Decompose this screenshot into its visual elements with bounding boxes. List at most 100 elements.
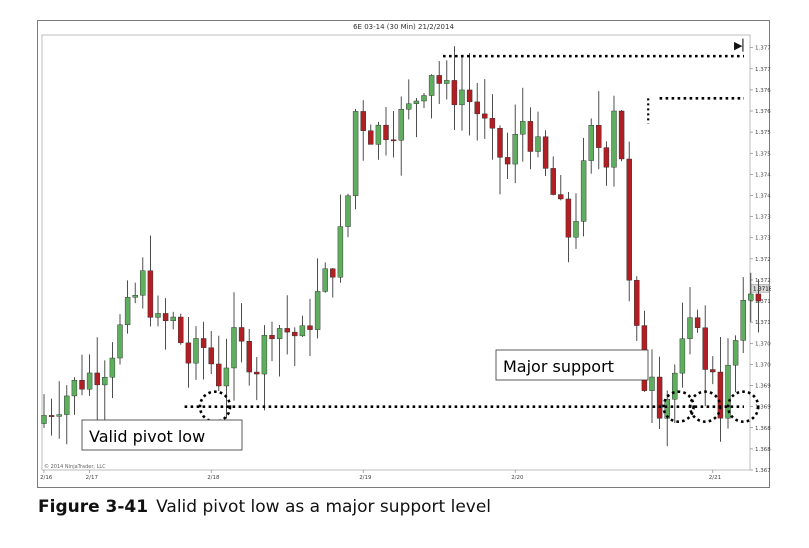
candle-body (64, 395, 70, 415)
candle-body (48, 415, 55, 417)
candle-body (162, 313, 169, 322)
candle-body (383, 124, 389, 140)
candle-body (246, 341, 252, 373)
candle-body (649, 376, 655, 391)
price-tick-label: 1.3695 (755, 384, 771, 390)
date-tick-label: 2/17 (86, 475, 99, 481)
price-tick-label: 1.3740 (755, 193, 771, 199)
price-tick-label: 1.3710 (755, 320, 771, 326)
candle-body (398, 109, 404, 141)
candle-body (634, 280, 640, 326)
chart-frame: 6E 03-14 (30 Min) 21/2/2014 1.3775 1.3770… (37, 20, 771, 488)
candle-body (322, 268, 328, 292)
candle-body (421, 95, 427, 102)
candle-body (558, 194, 564, 200)
candle-body (390, 139, 397, 142)
candle-body (41, 415, 47, 424)
candle-body (512, 134, 518, 165)
candle-body (124, 297, 131, 326)
candle-body (755, 293, 762, 302)
price-tick-label: 1.3745 (755, 172, 771, 178)
candle-body (550, 168, 556, 195)
candle-body (276, 328, 283, 340)
candle-body (345, 195, 351, 227)
candle-body (535, 136, 541, 152)
candle-body (102, 377, 108, 386)
pivot-circle (662, 390, 695, 423)
chart-title: 6E 03-14 (30 Min) 21/2/2014 (353, 23, 454, 31)
candle-body (117, 324, 123, 359)
pivot-circle (688, 390, 722, 423)
major-support-label: Major support (503, 357, 614, 376)
candle-body (565, 198, 572, 238)
candle-body (147, 270, 154, 318)
candle-body (155, 313, 161, 318)
candle-body (717, 371, 724, 419)
pivot-circle (726, 390, 760, 423)
candle-body (193, 338, 199, 364)
candle-body (656, 376, 663, 419)
candle-body (307, 325, 313, 330)
price-tick-label: 1.3760 (755, 109, 771, 115)
candle-body (444, 80, 450, 84)
candle-body (702, 327, 708, 370)
price-tick-label: 1.3675 (755, 468, 771, 474)
candle-body (679, 338, 686, 374)
candle-body (223, 367, 230, 387)
price-tick-label: 1.3725 (755, 257, 771, 263)
date-tick-label: 2/19 (359, 475, 372, 481)
price-tick-label: 1.3680 (755, 447, 771, 453)
price-tick-label: 1.3715 (755, 299, 771, 305)
copyright-label: © 2014 NinjaTrader, LLC (44, 463, 106, 470)
candle-body (672, 372, 678, 400)
price-tick-label: 1.3730 (755, 236, 771, 242)
candle-body (748, 293, 754, 301)
figure-label: Figure 3-41 (38, 497, 149, 517)
valid-pivot-low-label: Valid pivot low (89, 427, 205, 446)
price-tick-label: 1.3705 (755, 341, 771, 347)
candle-body (261, 335, 268, 375)
candle-body (520, 121, 526, 135)
candle-body (71, 380, 78, 397)
candle-body (330, 268, 336, 278)
candle-body (687, 317, 693, 339)
candle-body (588, 125, 594, 161)
price-tick-label: 1.3770 (755, 67, 771, 73)
candlestick-chart: 1.3775 1.3770 1.3765 1.3760 1.3755 1.3750 1.37… (40, 34, 771, 481)
candle-body (86, 372, 93, 390)
candle-body (254, 371, 260, 375)
candle-body (292, 331, 298, 337)
candle-body (436, 75, 442, 84)
candle-body (466, 89, 473, 103)
candle-body (740, 300, 746, 341)
candle-body (185, 342, 192, 364)
price-tick-label: 1.3750 (755, 151, 771, 157)
candle-body (428, 75, 435, 96)
candle-body (504, 157, 511, 165)
candle-body (170, 316, 176, 322)
candle-body (603, 147, 610, 168)
candle-body (482, 113, 488, 119)
candle-body (580, 160, 587, 222)
candle-body (360, 111, 366, 131)
candle-body (132, 295, 138, 298)
candle-body (474, 101, 480, 115)
candle-body (694, 317, 701, 328)
candle-body (406, 103, 412, 110)
candle-body (314, 291, 321, 330)
candle-body (542, 136, 549, 169)
price-tick-label: 1.3775 (755, 46, 771, 52)
candle-body (200, 338, 207, 348)
candle-body (527, 121, 534, 152)
candle-body (732, 340, 739, 366)
figure-caption: Figure 3-41 Valid pivot low as a major su… (38, 497, 491, 517)
candle-body (489, 118, 496, 129)
candle-body (664, 399, 670, 419)
candle-body (238, 327, 245, 342)
candle-body (208, 347, 214, 365)
candle-body (459, 89, 465, 106)
price-tick-label: 1.3755 (755, 130, 771, 136)
candle-body (596, 125, 602, 148)
candle-body (368, 130, 374, 145)
candle-body (140, 270, 146, 296)
